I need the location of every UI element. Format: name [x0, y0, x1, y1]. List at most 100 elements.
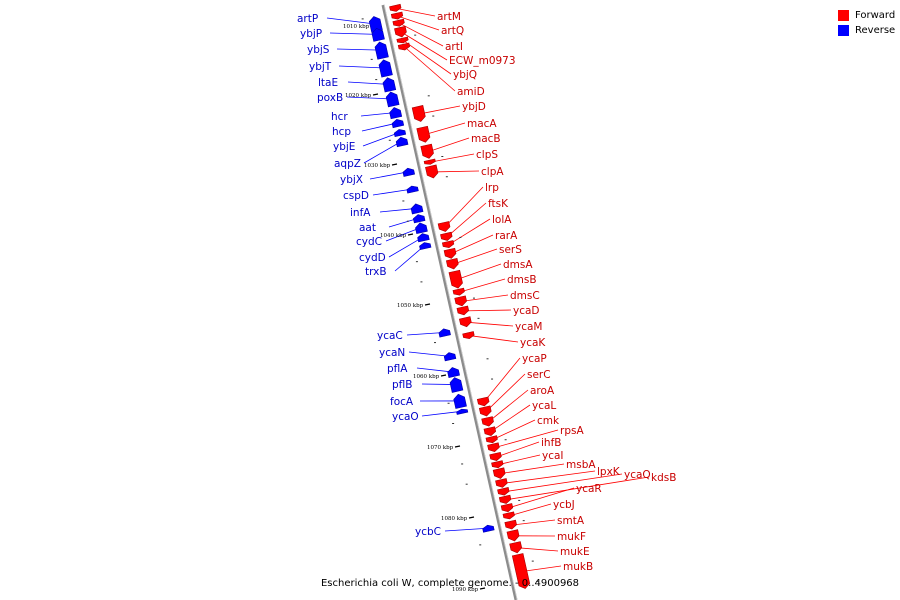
leader-smta [511, 519, 556, 526]
leader-ycao [421, 410, 462, 417]
gene-label-ihfb: ihfB [541, 437, 561, 449]
leader-ybjd [419, 105, 461, 115]
leader-aqpz [363, 141, 402, 164]
leader-mukb [521, 565, 562, 572]
gene-arrow-ybjt [378, 59, 393, 78]
gene-label-hcr: hcr [331, 111, 348, 123]
leader-macb [427, 137, 470, 153]
kbp-tick-label: 1050 kbp [397, 303, 424, 309]
leader-ycar [507, 487, 575, 509]
gene-arrow-lpxk [495, 478, 508, 488]
leader-ycap [483, 357, 521, 403]
map-caption: Escherichia coli W, complete genome. - 0… [320, 578, 580, 589]
leader-amid [404, 46, 456, 92]
gene-arrow-ycap [476, 396, 490, 407]
leader-dmsc [461, 294, 509, 302]
gene-label-ycad: ycaD [513, 305, 540, 317]
gene-label-ybjx: ybjX [340, 174, 363, 186]
leader-ftsk [446, 202, 487, 238]
gene-label-poxb: poxB [317, 92, 343, 104]
leader-ybje [362, 132, 400, 147]
leader-ihfb [496, 441, 540, 458]
gene-label-ftsk: ftsK [488, 198, 509, 210]
gene-arrow-lrp [437, 221, 451, 232]
gene-arrow-clps [423, 158, 436, 165]
leader-ybjp [329, 32, 378, 35]
gene-label-mukb: mukB [563, 561, 593, 573]
leader-ybjq [402, 40, 452, 75]
gene-arrow-mukb [511, 553, 531, 589]
legend: Forward Reverse [838, 8, 898, 38]
genome-axis [381, 4, 518, 600]
gene-arrow-aroa [481, 416, 494, 427]
leader-clpa [432, 170, 480, 173]
leader-artp [326, 17, 375, 25]
gene-arrow-ybjp [371, 27, 385, 42]
gene-arrow-pflb [449, 377, 464, 393]
gene-label-dmsa: dmsA [503, 259, 533, 271]
legend-item-forward: Forward [838, 8, 898, 23]
gene-arrow-arti [392, 18, 405, 27]
gene-label-kdsb: kdsB [651, 472, 676, 484]
gene-arrow-artq [390, 11, 404, 20]
gene-label-serc: serC [527, 369, 551, 381]
gene-label-lola: lolA [492, 214, 512, 226]
gene-label-lrp: lrp [485, 182, 499, 194]
gene-arrow-ycan [443, 352, 457, 362]
gene-label-ybjd: ybjD [462, 101, 486, 113]
kbp-tick-label: 1020 kbp [345, 93, 372, 99]
kbp-ticks: 1010 kbp 1020 kbp 1030 kbp 1040 kbp 1050 kbp… [343, 18, 539, 593]
gene-arrow-artp [368, 16, 383, 33]
leader-artm [395, 7, 436, 17]
leader-lpxk [502, 470, 596, 484]
gene-arrow-clpa [425, 164, 439, 179]
gene-label-lpxk: lpxK [597, 466, 621, 478]
kbp-tick-mark [407, 233, 414, 236]
leader-ycbj [509, 503, 552, 517]
gene-label-sers: serS [499, 244, 522, 256]
gene-label-ybjp: ybjP [300, 28, 322, 40]
gene-arrow-pfla [447, 367, 460, 378]
leader-artq [397, 15, 440, 31]
legend-item-reverse: Reverse [838, 23, 898, 38]
gene-label-clpa: clpA [481, 166, 504, 178]
gene-arrow-trxb [419, 242, 432, 251]
gene-label-ecw-m0973: ECW_m0973 [449, 55, 516, 67]
leader-muke [516, 547, 559, 552]
gene-label-ybje: ybjE [333, 141, 355, 153]
leader-poxb [346, 96, 392, 100]
gene-arrow-ycal [483, 426, 497, 436]
leader-ycaq [504, 473, 623, 493]
leader-hcp [361, 122, 398, 132]
gene-arrow-ihfb [489, 451, 502, 461]
leader-cmk [492, 419, 536, 441]
gene-arrow-macb [420, 143, 434, 159]
leader-kdsb [505, 476, 650, 501]
leader-dmsa [456, 263, 502, 281]
gene-label-aat: aat [359, 222, 376, 234]
gene-label-ycao: ycaO [392, 411, 419, 423]
gene-label-ybjs: ybjS [307, 44, 330, 56]
leader-ycai [497, 454, 541, 466]
gene-label-foca: focA [390, 396, 414, 408]
gene-label-cmk: cmk [537, 415, 560, 427]
gene-arrow-infa [410, 203, 424, 215]
gene-arrow-mukf [506, 529, 520, 542]
kbp-tick-mark [479, 587, 486, 590]
gene-label-ycan: ycaN [379, 347, 405, 359]
gene-arrow-artm [389, 3, 402, 12]
gene-arrow-smta [504, 519, 517, 530]
leader-cydc [385, 227, 421, 242]
leader-maca [424, 122, 466, 136]
leader-hcr [360, 112, 395, 117]
leader-arti [399, 22, 444, 47]
leader-lrp [444, 186, 484, 228]
gene-label-ycak: ycaK [520, 337, 546, 349]
leader-ycak [469, 335, 519, 343]
gene-arrows [368, 3, 531, 589]
kbp-tick-label: 1090 kbp [452, 587, 479, 593]
kbp-tick-label: 1070 kbp [427, 445, 454, 451]
leader-ycac [406, 332, 444, 336]
gene-label-cspd: cspD [343, 190, 369, 202]
